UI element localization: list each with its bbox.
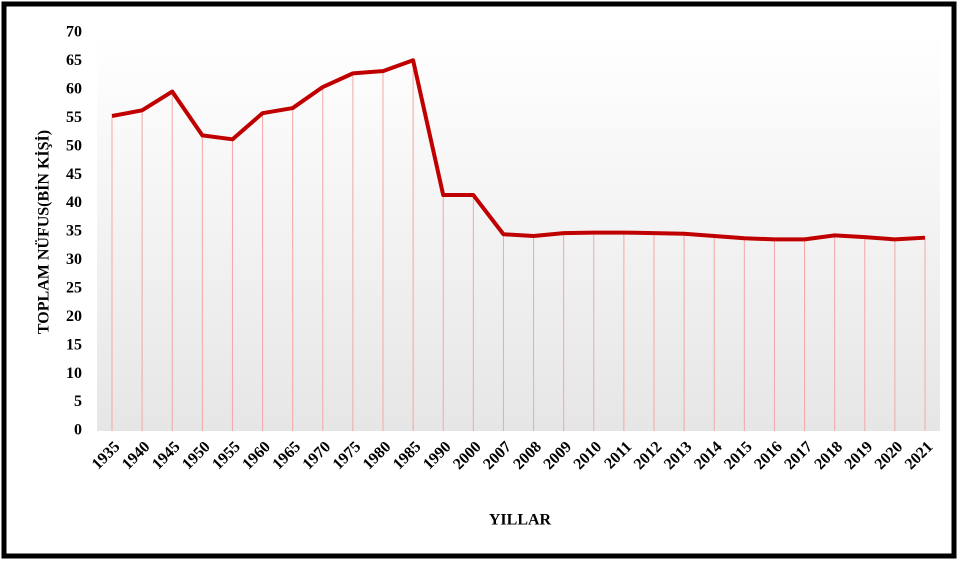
y-tick-label: 20 (66, 308, 82, 325)
y-tick-label: 30 (66, 251, 82, 268)
line-series (111, 58, 926, 242)
y-axis-label: TOPLAM NÜFUS(BİN KİŞİ) (34, 130, 53, 334)
y-tick-label: 65 (66, 52, 82, 69)
y-tick-label: 70 (66, 24, 82, 41)
y-tick-label: 60 (66, 81, 82, 98)
y-tick-label: 50 (66, 137, 82, 154)
y-tick-label: 5 (74, 393, 82, 410)
y-tick-label: 35 (66, 223, 82, 240)
plot-area (97, 33, 940, 431)
y-tick-label: 40 (66, 194, 82, 211)
y-tick-label: 15 (66, 336, 82, 353)
y-tick-label: 0 (74, 422, 82, 439)
y-tick-label: 45 (66, 166, 82, 183)
y-tick-label: 55 (66, 109, 82, 126)
x-axis-label: YILLAR (489, 512, 552, 529)
y-tick-label: 10 (66, 365, 82, 382)
y-tick-label: 25 (66, 280, 82, 297)
